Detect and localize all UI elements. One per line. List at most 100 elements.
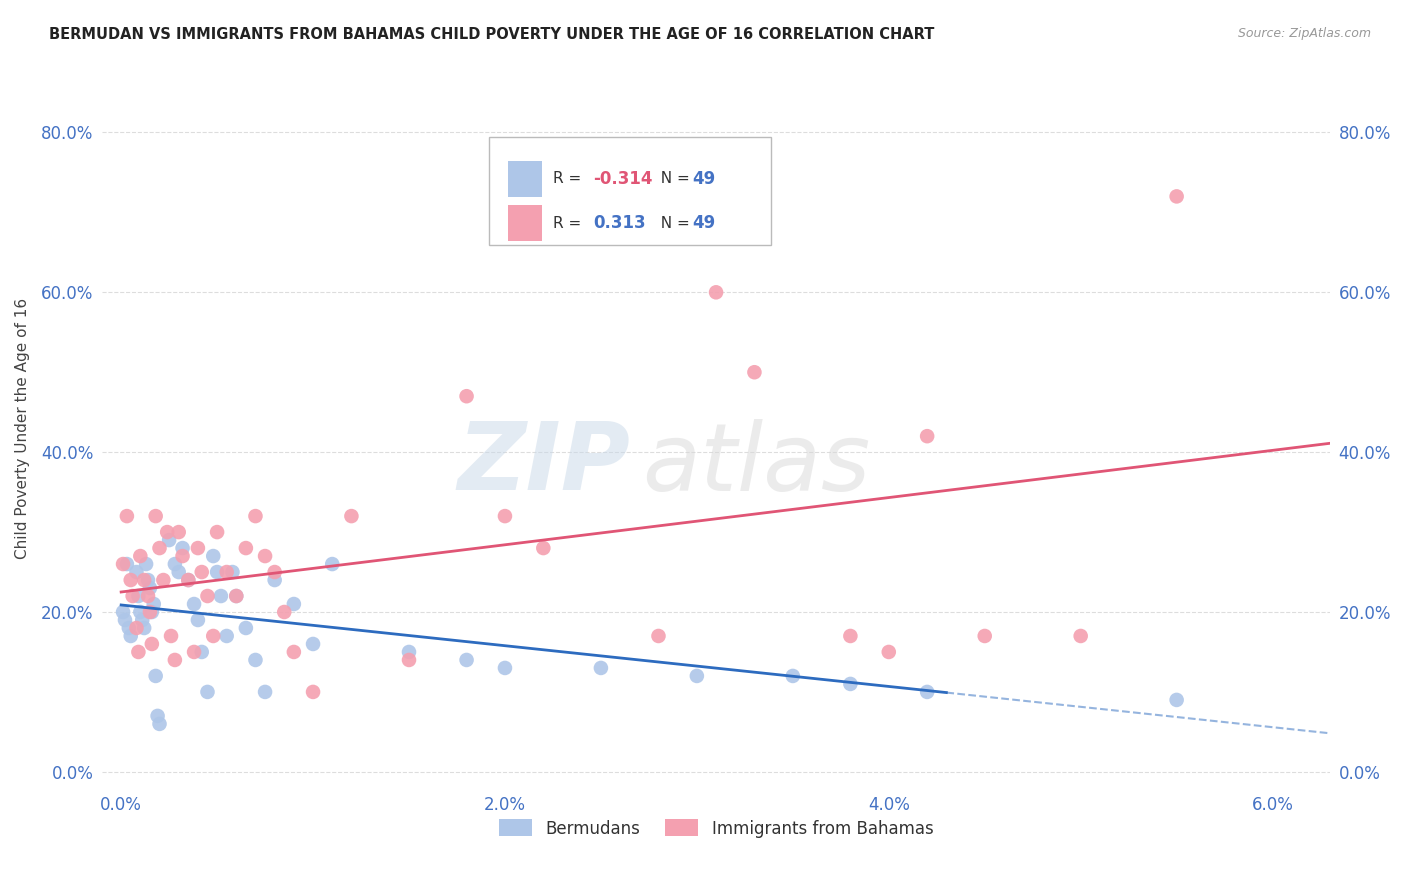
Point (283, 597, 305, 611)
Text: -0.314: -0.314 (593, 169, 652, 187)
Point (136, 573, 159, 587)
Point (125, 621, 148, 635)
Point (160, 629, 183, 643)
Point (782, 669, 804, 683)
Point (1070, 629, 1092, 643)
Point (205, 565, 228, 579)
Point (321, 557, 343, 571)
Point (157, 533, 180, 547)
Point (167, 525, 190, 540)
Point (839, 677, 862, 691)
Point (456, 653, 478, 667)
Point (183, 645, 205, 659)
Point (129, 605, 152, 619)
Point (115, 557, 138, 571)
Text: ZIP: ZIP (457, 418, 630, 510)
Point (273, 605, 295, 619)
Point (205, 525, 228, 540)
Point (744, 365, 766, 379)
Point (114, 613, 136, 627)
Point (152, 573, 174, 587)
Text: Source: ZipAtlas.com: Source: ZipAtlas.com (1237, 27, 1371, 40)
Text: N =: N = (651, 171, 695, 186)
Point (1166, 189, 1188, 203)
Point (456, 389, 478, 403)
Point (177, 573, 200, 587)
Point (129, 549, 152, 563)
Point (197, 685, 219, 699)
Point (915, 429, 938, 443)
FancyBboxPatch shape (489, 136, 772, 244)
Point (494, 661, 516, 675)
Point (167, 565, 190, 579)
Text: BERMUDAN VS IMMIGRANTS FROM BAHAMAS CHILD POVERTY UNDER THE AGE OF 16 CORRELATIO: BERMUDAN VS IMMIGRANTS FROM BAHAMAS CHIL… (49, 27, 935, 42)
Text: 49: 49 (693, 169, 716, 187)
Point (163, 557, 186, 571)
Point (172, 541, 194, 555)
Point (398, 645, 420, 659)
Point (134, 621, 156, 635)
Point (115, 509, 138, 524)
Point (127, 589, 149, 603)
Legend: Bermudans, Immigrants from Bahamas: Bermudans, Immigrants from Bahamas (492, 813, 941, 844)
Point (283, 645, 305, 659)
Point (302, 685, 325, 699)
Point (225, 589, 247, 603)
Point (177, 573, 200, 587)
Point (145, 669, 167, 683)
Point (163, 653, 186, 667)
Point (1166, 693, 1188, 707)
Point (125, 565, 148, 579)
Point (139, 581, 162, 595)
Point (131, 613, 153, 627)
Point (704, 285, 727, 300)
Point (187, 541, 209, 555)
Point (183, 597, 205, 611)
Y-axis label: Child Poverty Under the Age of 16: Child Poverty Under the Age of 16 (15, 298, 30, 558)
Point (190, 565, 212, 579)
Point (118, 621, 141, 635)
Point (494, 509, 516, 524)
Point (146, 709, 169, 723)
Point (254, 549, 277, 563)
Point (197, 589, 219, 603)
Text: R =: R = (553, 171, 586, 186)
Point (112, 605, 135, 619)
Text: N =: N = (651, 216, 695, 230)
Point (302, 637, 325, 651)
Point (225, 589, 247, 603)
Point (589, 661, 612, 675)
Text: R =: R = (553, 216, 591, 230)
Point (686, 669, 709, 683)
Point (156, 525, 179, 540)
Text: 0.313: 0.313 (593, 214, 645, 232)
Point (202, 629, 225, 643)
Point (221, 565, 243, 579)
Point (112, 557, 135, 571)
Point (187, 613, 209, 627)
Point (148, 541, 170, 555)
Point (877, 645, 900, 659)
Point (209, 589, 232, 603)
Text: atlas: atlas (643, 418, 870, 509)
Point (235, 621, 257, 635)
Point (973, 629, 995, 643)
Point (148, 717, 170, 731)
Point (531, 541, 554, 555)
Point (839, 629, 862, 643)
Point (254, 685, 277, 699)
Text: 49: 49 (693, 214, 716, 232)
Point (120, 573, 142, 587)
Point (142, 597, 165, 611)
Point (340, 509, 363, 524)
Point (141, 605, 163, 619)
Point (245, 509, 267, 524)
Point (135, 557, 157, 571)
Point (134, 573, 156, 587)
Point (190, 645, 212, 659)
Point (145, 509, 167, 524)
Point (235, 541, 257, 555)
Point (139, 605, 162, 619)
Point (245, 653, 267, 667)
Point (202, 549, 225, 563)
